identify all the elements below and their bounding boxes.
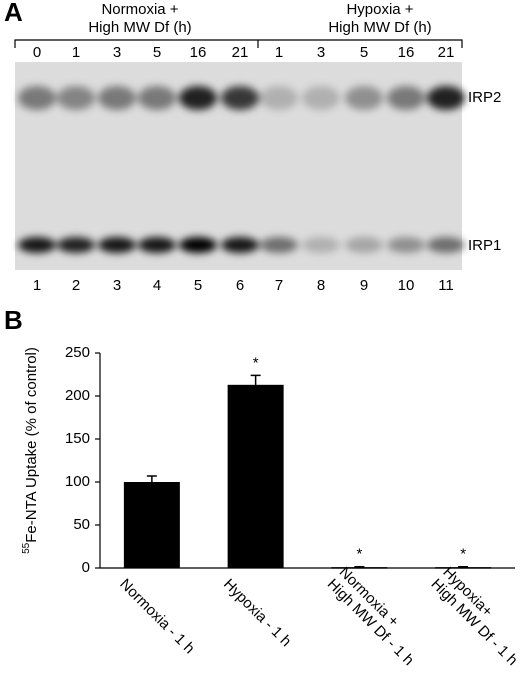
lane-number: 10 — [398, 277, 415, 294]
group-label: Normoxia + — [101, 1, 178, 18]
time-label: 16 — [190, 44, 207, 61]
y-axis-label-text: Fe-NTA Uptake (% of control) — [23, 347, 40, 543]
bar — [435, 567, 492, 569]
band-irp2 — [179, 86, 217, 110]
band-label: IRP2 — [468, 89, 501, 106]
band-irp2 — [138, 86, 176, 110]
bar — [123, 482, 180, 568]
band-label: IRP1 — [468, 237, 501, 254]
time-label: 1 — [275, 44, 283, 61]
group-label: High MW Df (h) — [88, 19, 191, 36]
lane-number: 5 — [194, 277, 202, 294]
bar — [227, 384, 284, 568]
band-irp1 — [221, 237, 259, 253]
time-label: 1 — [72, 44, 80, 61]
panel-label: B — [4, 305, 23, 335]
group-label: High MW Df (h) — [328, 19, 431, 36]
band-irp1 — [387, 237, 425, 253]
panel-label: A — [4, 0, 23, 27]
band-irp1 — [57, 237, 95, 253]
lane-number: 1 — [33, 277, 41, 294]
significance-marker: * — [460, 546, 466, 563]
y-tick-label: 100 — [65, 473, 90, 490]
bar — [331, 567, 388, 569]
time-label: 5 — [360, 44, 368, 61]
time-label: 21 — [438, 44, 455, 61]
lane-number: 8 — [317, 277, 325, 294]
time-label: 16 — [398, 44, 415, 61]
significance-marker: * — [253, 354, 259, 371]
y-axis-label: 55Fe-NTA Uptake (% of control) — [21, 347, 40, 554]
error-bar — [250, 374, 261, 385]
time-label: 21 — [232, 44, 249, 61]
y-tick-label: 0 — [82, 559, 90, 576]
band-irp1 — [179, 237, 217, 253]
y-tick-label: 250 — [65, 344, 90, 361]
time-label: 3 — [113, 44, 121, 61]
band-irp2 — [302, 86, 340, 110]
band-irp2 — [57, 86, 95, 110]
band-irp2 — [427, 86, 465, 110]
band-irp2 — [221, 86, 259, 110]
lane-number: 7 — [275, 277, 283, 294]
y-tick-label: 50 — [73, 516, 90, 533]
band-irp2 — [18, 86, 56, 110]
y-tick-label: 200 — [65, 387, 90, 404]
lane-number: 11 — [438, 277, 454, 294]
lane-number: 4 — [153, 277, 161, 294]
gel-bands — [18, 86, 465, 253]
band-irp1 — [260, 237, 298, 253]
time-label: 0 — [33, 44, 41, 61]
band-irp1 — [427, 237, 465, 253]
time-label: 5 — [153, 44, 161, 61]
band-irp1 — [345, 237, 383, 253]
band-irp2 — [98, 86, 136, 110]
group-label: Hypoxia + — [346, 1, 413, 18]
band-irp1 — [302, 237, 340, 253]
x-tick-label: Hypoxia - 1 h — [220, 576, 295, 651]
error-bar — [146, 475, 157, 482]
time-label: 3 — [317, 44, 325, 61]
y-axis-label-sup: 55 — [21, 542, 32, 554]
lane-number: 9 — [360, 277, 368, 294]
y-tick-label: 150 — [65, 430, 90, 447]
lane-number: 2 — [72, 277, 80, 294]
group-bracket — [14, 39, 463, 48]
band-irp2 — [260, 86, 298, 110]
band-irp1 — [138, 237, 176, 253]
band-irp1 — [98, 237, 136, 253]
band-irp2 — [387, 86, 425, 110]
band-irp1 — [18, 237, 56, 253]
lane-number: 3 — [113, 277, 121, 294]
lane-number: 6 — [236, 277, 244, 294]
band-irp2 — [345, 86, 383, 110]
x-tick-label: Normoxia - 1 h — [116, 576, 198, 658]
significance-marker: * — [356, 546, 362, 563]
